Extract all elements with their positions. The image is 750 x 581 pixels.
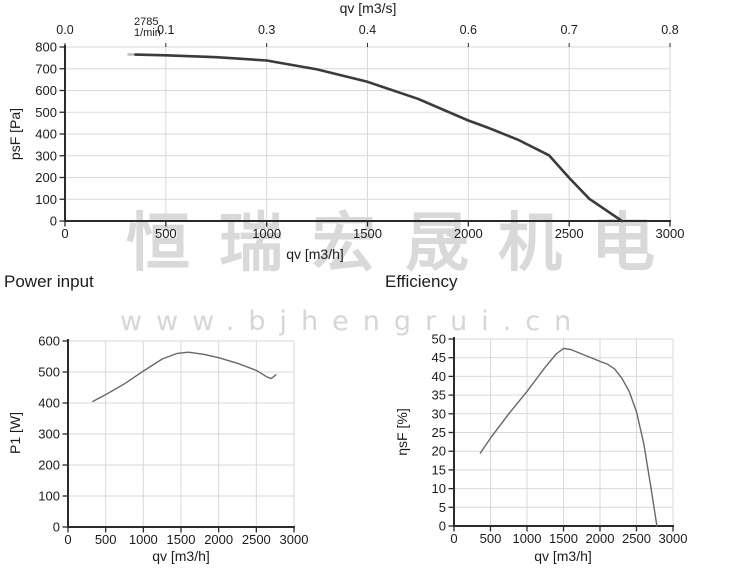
- y-tick-label: 400: [35, 127, 57, 142]
- power-curve: [92, 351, 277, 403]
- main-y-axis-title: psF [Pa]: [7, 107, 23, 161]
- y-tick-label: 100: [35, 192, 57, 207]
- power-x-axis-title: qv [m3/h]: [152, 548, 210, 564]
- main-top-axis-title: qv [m3/s]: [339, 0, 397, 16]
- y-tick-label: 10: [432, 481, 446, 496]
- x-tick-label: 0: [64, 532, 71, 547]
- y-tick-label: 300: [35, 148, 57, 163]
- y-tick-label: 50: [432, 332, 446, 347]
- watermark-url-text: www.bjhengrui.cn: [120, 306, 586, 337]
- efficiency-chart-title: Efficiency: [385, 272, 458, 291]
- x-tick-label: 500: [155, 226, 177, 241]
- x-tick-label: 1500: [353, 226, 382, 241]
- fan-speed-unit: 1/min: [134, 27, 161, 39]
- x-tick-label: 0: [450, 531, 457, 546]
- x-tick-label: 1000: [252, 226, 281, 241]
- x-tick-label: 3000: [656, 226, 685, 241]
- y-tick-label: 300: [38, 427, 60, 442]
- x-tick-label: 2000: [586, 531, 615, 546]
- efficiency-x-axis-title: qv [m3/h]: [534, 548, 592, 564]
- x-tick-label: 1000: [129, 532, 158, 547]
- fan-speed-value: 2785: [134, 16, 159, 28]
- x-tick-label: 3000: [659, 531, 688, 546]
- y-tick-label: 0: [53, 520, 60, 535]
- y-tick-label: 500: [38, 365, 60, 380]
- y-tick-label: 15: [432, 462, 446, 477]
- watermark-brand-text: 恒瑞宏晟机电: [126, 207, 684, 281]
- efficiency-y-axis-title: ηsF [%]: [394, 408, 410, 456]
- y-tick-label: 800: [35, 40, 57, 55]
- y-tick-label: 25: [432, 425, 446, 440]
- x-tick-label: 500: [480, 531, 502, 546]
- y-tick-label: 100: [38, 489, 60, 504]
- y-tick-label: 45: [432, 350, 446, 365]
- y-tick-label: 700: [35, 61, 57, 76]
- y-tick-label: 20: [432, 444, 446, 459]
- x-tick-label: 3000: [280, 532, 309, 547]
- top-tick-label: 0.4: [359, 23, 376, 37]
- top-tick-label: 0.7: [560, 23, 577, 37]
- y-tick-label: 200: [35, 170, 57, 185]
- fan-speed-label: 2785 1/min: [134, 17, 161, 39]
- x-tick-label: 2000: [454, 226, 483, 241]
- x-tick-label: 2000: [204, 532, 233, 547]
- top-tick-label: 0.3: [258, 23, 275, 37]
- y-tick-label: 600: [38, 334, 60, 349]
- x-tick-label: 1500: [167, 532, 196, 547]
- y-tick-label: 5: [439, 500, 446, 515]
- x-tick-label: 500: [95, 532, 117, 547]
- top-tick-label: 0.6: [460, 23, 477, 37]
- top-tick-label: 0.8: [661, 23, 678, 37]
- y-tick-label: 400: [38, 396, 60, 411]
- psf-curve: [134, 53, 624, 223]
- y-tick-label: 30: [432, 406, 446, 421]
- y-tick-label: 35: [432, 388, 446, 403]
- y-tick-label: 200: [38, 458, 60, 473]
- top-tick-label: 0.0: [56, 23, 73, 37]
- y-tick-label: 0: [439, 519, 446, 534]
- x-tick-label: 1500: [549, 531, 578, 546]
- y-tick-label: 500: [35, 105, 57, 120]
- main-x-axis-title: qv [m3/h]: [286, 246, 344, 262]
- efficiency-curve: [479, 347, 658, 527]
- y-tick-label: 0: [50, 214, 57, 229]
- power-y-axis-title: P1 [W]: [7, 411, 23, 455]
- power-chart-title: Power input: [4, 272, 94, 291]
- y-tick-label: 600: [35, 83, 57, 98]
- top-tick-label: 0.1: [157, 23, 174, 37]
- x-tick-label: 2500: [622, 531, 651, 546]
- x-tick-label: 2500: [242, 532, 271, 547]
- x-tick-label: 1000: [513, 531, 542, 546]
- y-tick-label: 40: [432, 369, 446, 384]
- x-tick-label: 0: [61, 226, 68, 241]
- x-tick-label: 2500: [555, 226, 584, 241]
